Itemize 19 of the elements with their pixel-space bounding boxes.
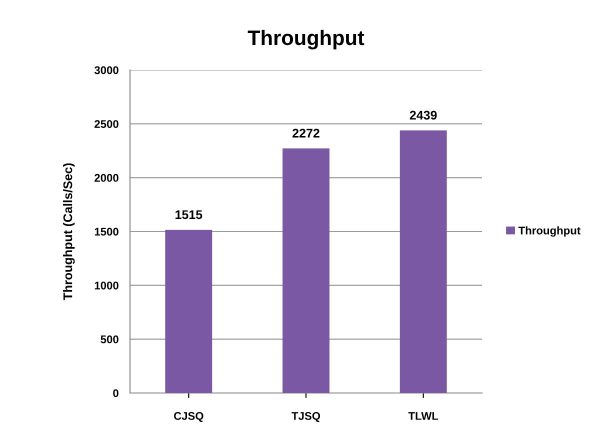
data-label: 1515 bbox=[176, 210, 202, 220]
x-tick-label: TJSQ bbox=[292, 412, 320, 422]
bar bbox=[165, 230, 212, 393]
legend-label: Throughput bbox=[518, 226, 580, 237]
y-tick-label: 3000 bbox=[94, 66, 118, 74]
x-tick-label: CJSQ bbox=[174, 412, 204, 422]
y-tick-label: 0 bbox=[113, 389, 118, 398]
data-label: 2439 bbox=[410, 110, 437, 120]
chart-title: Throughput bbox=[248, 30, 364, 50]
y-axis-title: Throughput (Calls/Sec) bbox=[63, 163, 75, 300]
y-tick-label: 500 bbox=[100, 335, 118, 344]
y-tick-label: 2500 bbox=[94, 120, 118, 128]
x-tick-label: TLWL bbox=[408, 412, 438, 420]
y-tick-label: 1500 bbox=[94, 228, 118, 236]
y-tick-label: 2000 bbox=[94, 174, 118, 182]
bar bbox=[282, 148, 330, 393]
bar bbox=[400, 130, 447, 393]
y-tick-label: 1000 bbox=[94, 282, 118, 290]
data-label: 2272 bbox=[292, 128, 320, 138]
